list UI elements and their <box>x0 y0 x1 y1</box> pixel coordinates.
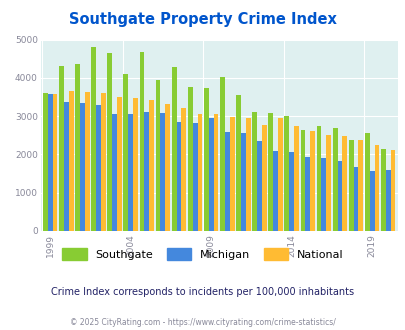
Bar <box>326 135 330 231</box>
Bar <box>149 100 153 231</box>
Bar <box>309 131 314 231</box>
Bar <box>305 157 309 231</box>
Bar <box>80 103 85 231</box>
Bar <box>139 52 144 231</box>
Bar <box>220 77 224 231</box>
Bar <box>348 140 353 231</box>
Bar <box>68 91 73 231</box>
Bar <box>53 94 58 231</box>
Bar <box>245 118 250 231</box>
Bar <box>165 104 170 231</box>
Text: Crime Index corresponds to incidents per 100,000 inhabitants: Crime Index corresponds to incidents per… <box>51 287 354 297</box>
Bar <box>208 118 213 231</box>
Bar <box>353 167 358 231</box>
Bar <box>288 152 293 231</box>
Legend: Southgate, Michigan, National: Southgate, Michigan, National <box>59 245 346 263</box>
Bar <box>256 142 261 231</box>
Bar <box>133 98 138 231</box>
Bar <box>171 67 176 231</box>
Bar <box>390 150 394 231</box>
Bar <box>385 170 390 231</box>
Bar <box>224 132 229 231</box>
Bar <box>123 74 128 231</box>
Bar <box>203 88 208 231</box>
Bar <box>229 117 234 231</box>
Bar <box>252 112 256 231</box>
Bar <box>64 102 68 231</box>
Bar <box>364 133 369 231</box>
Bar <box>236 95 241 231</box>
Bar <box>188 87 192 231</box>
Bar <box>192 123 197 231</box>
Bar <box>112 114 117 231</box>
Bar <box>261 125 266 231</box>
Bar <box>85 92 90 231</box>
Bar <box>48 94 53 231</box>
Bar <box>241 133 245 231</box>
Bar <box>374 145 378 231</box>
Bar <box>59 66 64 231</box>
Bar <box>160 113 165 231</box>
Bar <box>101 93 106 231</box>
Bar <box>337 161 341 231</box>
Bar <box>341 136 346 231</box>
Bar <box>43 93 48 231</box>
Bar <box>380 149 385 231</box>
Bar <box>293 126 298 231</box>
Text: © 2025 CityRating.com - https://www.cityrating.com/crime-statistics/: © 2025 CityRating.com - https://www.city… <box>70 318 335 327</box>
Bar <box>284 116 288 231</box>
Bar <box>75 64 80 231</box>
Bar <box>316 126 321 231</box>
Bar <box>332 128 337 231</box>
Bar <box>117 97 121 231</box>
Bar <box>107 53 112 231</box>
Bar <box>155 80 160 231</box>
Bar <box>91 47 96 231</box>
Bar <box>176 122 181 231</box>
Bar <box>96 106 101 231</box>
Bar <box>128 114 133 231</box>
Bar <box>181 108 186 231</box>
Bar <box>273 151 277 231</box>
Bar <box>144 112 149 231</box>
Bar <box>369 171 374 231</box>
Bar <box>197 114 202 231</box>
Bar <box>321 157 326 231</box>
Bar <box>268 113 273 231</box>
Bar <box>213 114 218 231</box>
Bar <box>358 140 362 231</box>
Bar <box>300 130 305 231</box>
Bar <box>277 118 282 231</box>
Text: Southgate Property Crime Index: Southgate Property Crime Index <box>69 12 336 26</box>
